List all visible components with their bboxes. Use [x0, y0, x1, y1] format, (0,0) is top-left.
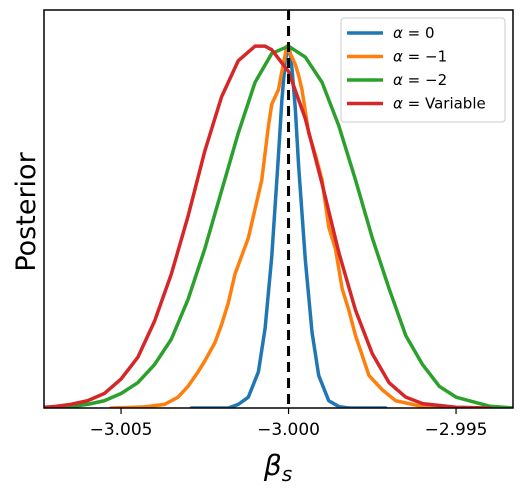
plot-frame: [43, 9, 514, 409]
legend-label-2: α = −1: [393, 48, 447, 66]
x-tick-label: −3.005: [90, 420, 153, 440]
series-line-3: [44, 44, 513, 408]
legend: α = 0 α = −1 α = −2 α = Variable: [340, 17, 506, 123]
x-tick-label: −3.000: [257, 420, 320, 440]
legend-label-1: α = 0: [393, 24, 435, 42]
legend-box: [340, 17, 506, 123]
legend-label-4: α = Variable: [393, 95, 486, 113]
legend-label-3: α = −2: [393, 71, 447, 89]
x-ticks: −3.005 −3.000 −2.995: [90, 408, 488, 440]
y-axis-label: Posterior: [11, 151, 42, 271]
series-line-2: [109, 44, 458, 408]
x-tick-label: −2.995: [425, 420, 488, 440]
x-axis-label: βs: [263, 449, 292, 486]
series-line-4: [44, 44, 492, 408]
